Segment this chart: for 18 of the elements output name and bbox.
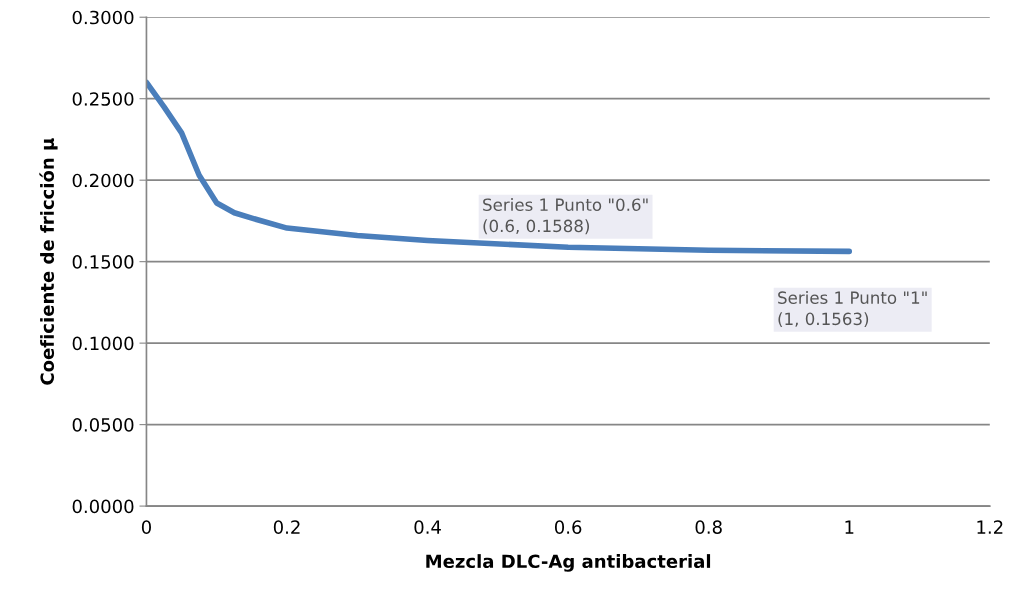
x-tick-label: 1 — [845, 520, 854, 534]
y-tick-label: 0.1000 — [72, 336, 134, 351]
y-tick-label: 0.0500 — [72, 418, 134, 432]
x-tick-label: 0.2 — [273, 520, 300, 534]
x-tick-label: 0.8 — [695, 520, 722, 534]
annotation: Series 1 Punto "1" (1, 0.1563) — [778, 291, 927, 328]
x-tick-label: 0.6 — [554, 520, 582, 534]
annotation: Series 1 Punto "0.6" (0.6, 0.1588) — [483, 198, 648, 235]
x-tick-label: 0 — [141, 520, 151, 534]
y-tick-label: 0.2000 — [72, 173, 134, 188]
x-axis-title: Mezcla DLC-Ag antibacterial — [426, 554, 711, 572]
y-tick-label: 0.3000 — [72, 10, 134, 25]
y-tick-label: 0.1500 — [72, 255, 134, 269]
y-tick-label: 0.0000 — [72, 499, 134, 514]
y-axis-title: Coeficiente de fricción μ — [39, 138, 58, 385]
x-tick-label: 0.4 — [414, 520, 441, 534]
y-tick-label: 0.2500 — [72, 92, 134, 106]
x-tick-label: 1.2 — [977, 520, 1003, 534]
